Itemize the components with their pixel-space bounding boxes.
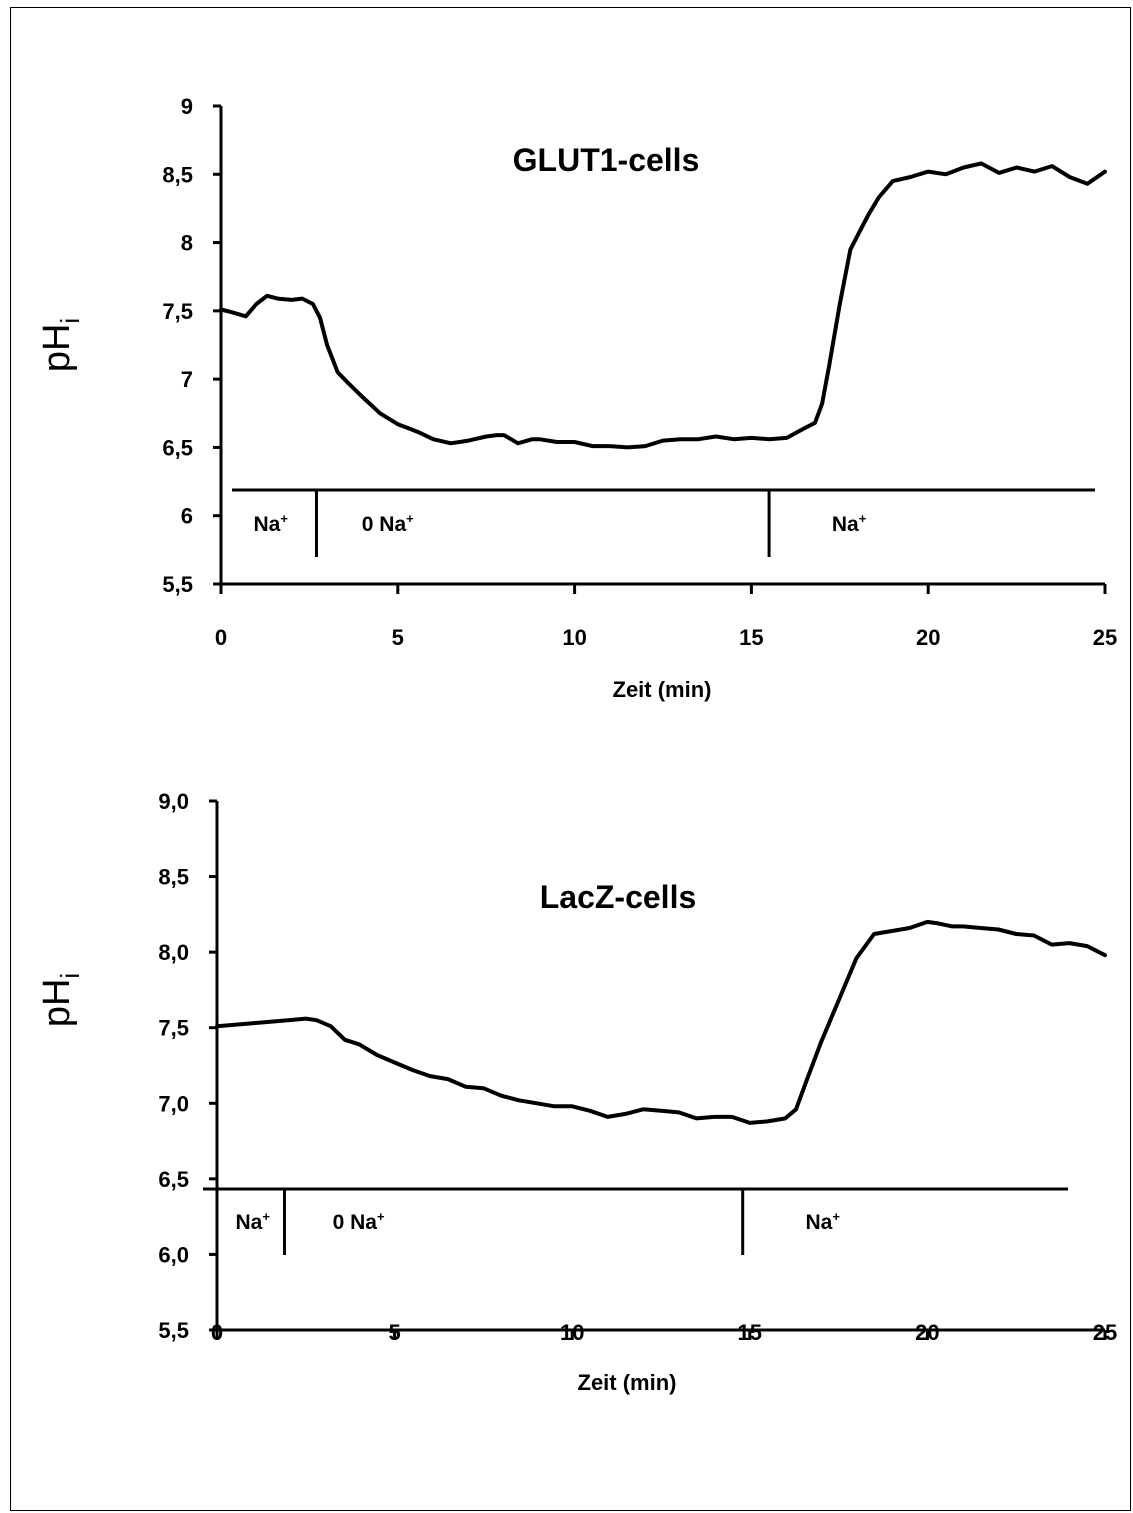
- y-axis-title-main: pH: [36, 324, 78, 373]
- phase-label: 0 Na+: [362, 511, 414, 536]
- panel-marks: 9,0 8,5 8,0 7,5 7,0 6,5 6,0 5,5 0 5 10 15 20 25 Na+ 0 N…: [158, 789, 1117, 1345]
- phase-label: Na+: [805, 1209, 840, 1234]
- y-tick-label: 7,5: [158, 1016, 189, 1041]
- y-tick-label: 6,5: [158, 1167, 189, 1192]
- x-tick-label: 20: [916, 625, 940, 650]
- x-tick-label: 5: [392, 625, 404, 650]
- y-tick-label: 7,5: [162, 299, 193, 324]
- x-tick-label: 25: [1093, 625, 1117, 650]
- y-axis-title: pHi: [36, 973, 85, 1027]
- y-tick-label: 6,0: [158, 1242, 189, 1267]
- y-tick-label: 7,0: [158, 1091, 189, 1116]
- x-tick-label: 15: [738, 1320, 762, 1345]
- x-tick-label: 10: [560, 1320, 584, 1345]
- y-axis-title-main: pH: [36, 979, 78, 1028]
- phase-label: Na+: [236, 1209, 271, 1234]
- phase-label: Na+: [254, 511, 289, 536]
- y-axis-title-subscript: i: [55, 973, 85, 979]
- y-tick-label: 5,5: [158, 1318, 189, 1343]
- y-tick-label: 8,5: [162, 162, 193, 187]
- panel-marks: 9 8,5 8 7,5 7 6,5 6 5,5 0 5 10 15 20 25 Na+ 0 Na+ Na+: [162, 94, 1117, 650]
- y-axis-title: pHi: [36, 318, 85, 372]
- x-tick-label: 5: [388, 1320, 400, 1345]
- svg-text:pHi: pHi: [36, 318, 85, 372]
- y-tick-label: 9,0: [158, 789, 189, 814]
- y-tick-label: 8,5: [158, 865, 189, 890]
- chart-panel-glut1: 9 8,5 8 7,5 7 6,5 6 5,5 0 5 10 15 20 25 Na+ 0 Na+ Na+ GL…: [36, 94, 1117, 702]
- x-tick-label: 25: [1093, 1320, 1117, 1345]
- y-tick-label: 8,0: [158, 940, 189, 965]
- chart-title: LacZ-cells: [540, 879, 697, 915]
- y-tick-label: 9: [181, 94, 193, 119]
- x-axis-title: Zeit (min): [613, 677, 712, 702]
- x-tick-label: 15: [739, 625, 763, 650]
- x-tick-label: 20: [915, 1320, 939, 1345]
- figure-frame: [10, 7, 1131, 1511]
- series-line: [219, 161, 1107, 450]
- x-tick-label: 0: [211, 1320, 223, 1345]
- chart-title: GLUT1-cells: [513, 142, 700, 178]
- chart-panel-lacz: 9,0 8,5 8,0 7,5 7,0 6,5 6,0 5,5 0 5 10 15 20 25 Na+ 0 N…: [36, 789, 1117, 1395]
- y-tick-label: 5,5: [162, 572, 193, 597]
- y-tick-label: 6,5: [162, 435, 193, 460]
- svg-text:pHi: pHi: [36, 973, 85, 1027]
- y-axis-title-subscript: i: [55, 318, 85, 324]
- y-tick-label: 8: [181, 231, 193, 256]
- phase-label: 0 Na+: [333, 1209, 385, 1234]
- x-tick-label: 10: [562, 625, 586, 650]
- y-tick-label: 7: [181, 367, 193, 392]
- y-tick-label: 6: [181, 504, 193, 529]
- phase-label: Na+: [832, 511, 867, 536]
- x-axis-title: Zeit (min): [578, 1370, 677, 1395]
- series-line: [215, 919, 1107, 1125]
- x-tick-label: 0: [215, 625, 227, 650]
